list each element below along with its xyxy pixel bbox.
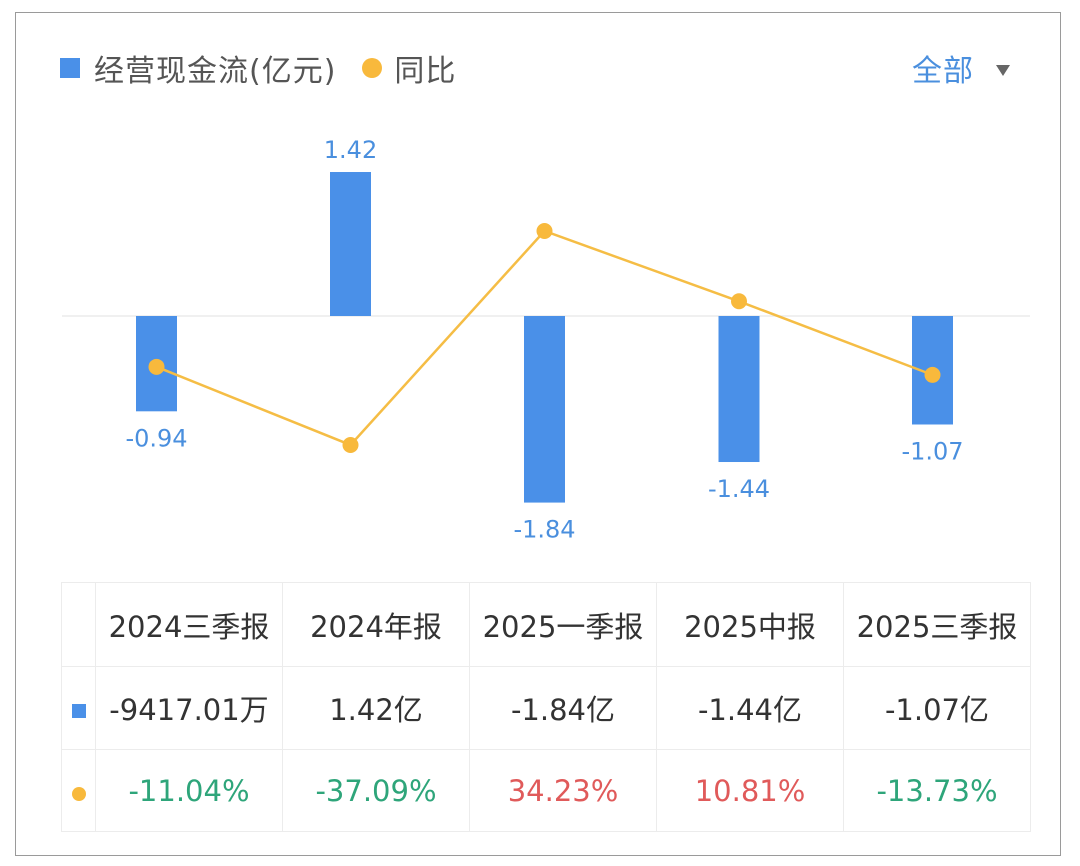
table-cell: -1.84亿 (469, 666, 657, 750)
legend-line-swatch-icon (362, 58, 383, 78)
caret-down-icon (996, 64, 1010, 76)
bar (718, 316, 760, 463)
header-cell: 2025一季报 (469, 582, 657, 667)
legend-line-label: 同比 (394, 54, 457, 89)
table-cell: -9417.01万 (95, 666, 283, 750)
bar-value-label: 1.42 (324, 136, 377, 164)
bar-value-label: -0.94 (125, 424, 187, 452)
period-filter-label: 全部 (912, 54, 974, 89)
period-filter-dropdown[interactable]: 全部 (912, 48, 1010, 89)
yoy-point (731, 293, 747, 310)
table-cell: -11.04% (95, 749, 283, 832)
blue-square-icon (71, 704, 86, 718)
chart-legend: 经营现金流(亿元) 同比 (60, 48, 457, 89)
cashflow-chart: -0.94 1.42 -1.84 -1.44 -1.07 (62, 136, 1030, 544)
yoy-point (342, 436, 359, 453)
yellow-dot-icon (71, 786, 86, 801)
bar-value-label: -1.07 (901, 437, 963, 465)
data-table: 2024三季报 2024年报 2025一季报 2025中报 2025三季报 -9… (61, 582, 1031, 832)
table-cell: -1.44亿 (656, 666, 844, 750)
header-cell: 2025三季报 (843, 582, 1031, 667)
header-cell: 2024年报 (282, 582, 470, 667)
legend-bar-swatch-icon (60, 58, 80, 78)
bar (524, 316, 565, 503)
row-icon-cell (61, 749, 96, 832)
yoy-point (148, 358, 165, 375)
table-row-yoy: -11.04% -37.09% 34.23% 10.81% -13.73% (61, 749, 1031, 832)
table-header-row: 2024三季报 2024年报 2025一季报 2025中报 2025三季报 (61, 582, 1031, 667)
row-icon-cell (61, 666, 96, 750)
legend-bar-label: 经营现金流(亿元) (94, 54, 337, 89)
table-cell: -37.09% (282, 749, 470, 832)
table-cell: 10.81% (656, 749, 844, 832)
bar (330, 172, 371, 316)
table-cell: -13.73% (843, 749, 1031, 832)
yoy-point (536, 223, 553, 240)
yoy-point (924, 366, 941, 383)
header-icon-cell (61, 582, 96, 667)
bar-value-label: -1.44 (708, 475, 770, 503)
header-cell: 2024三季报 (95, 582, 283, 667)
yoy-points (148, 223, 941, 453)
header-cell: 2025中报 (656, 582, 844, 667)
table-row-cashflow: -9417.01万 1.42亿 -1.84亿 -1.44亿 -1.07亿 (61, 666, 1031, 750)
bar-value-labels: -0.94 1.42 -1.84 -1.44 -1.07 (125, 136, 963, 544)
bar-value-label: -1.84 (513, 516, 575, 544)
table-cell: 1.42亿 (282, 666, 470, 750)
table-cell: 34.23% (469, 749, 657, 832)
table-cell: -1.07亿 (843, 666, 1031, 750)
